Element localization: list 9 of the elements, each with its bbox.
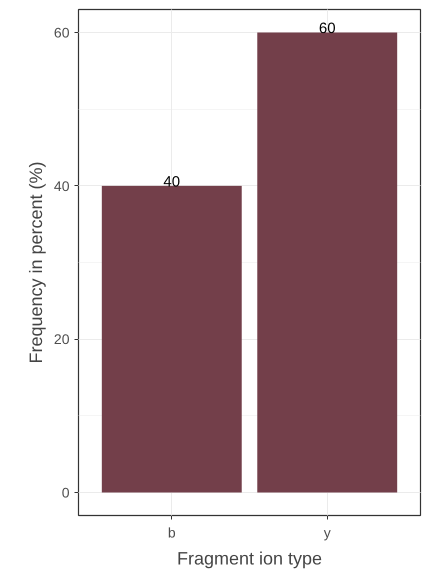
x-tick-label: b	[168, 524, 176, 540]
data-label: 40	[163, 173, 180, 190]
x-tick-label: y	[324, 524, 331, 540]
y-axis-title: Frequency in percent (%)	[26, 161, 46, 364]
y-tick-label: 60	[54, 24, 70, 40]
x-axis-title: Fragment ion type	[176, 548, 322, 568]
y-tick-label: 20	[54, 331, 70, 348]
y-tick-label: 40	[54, 178, 70, 194]
y-tick-label: 0	[62, 484, 70, 500]
